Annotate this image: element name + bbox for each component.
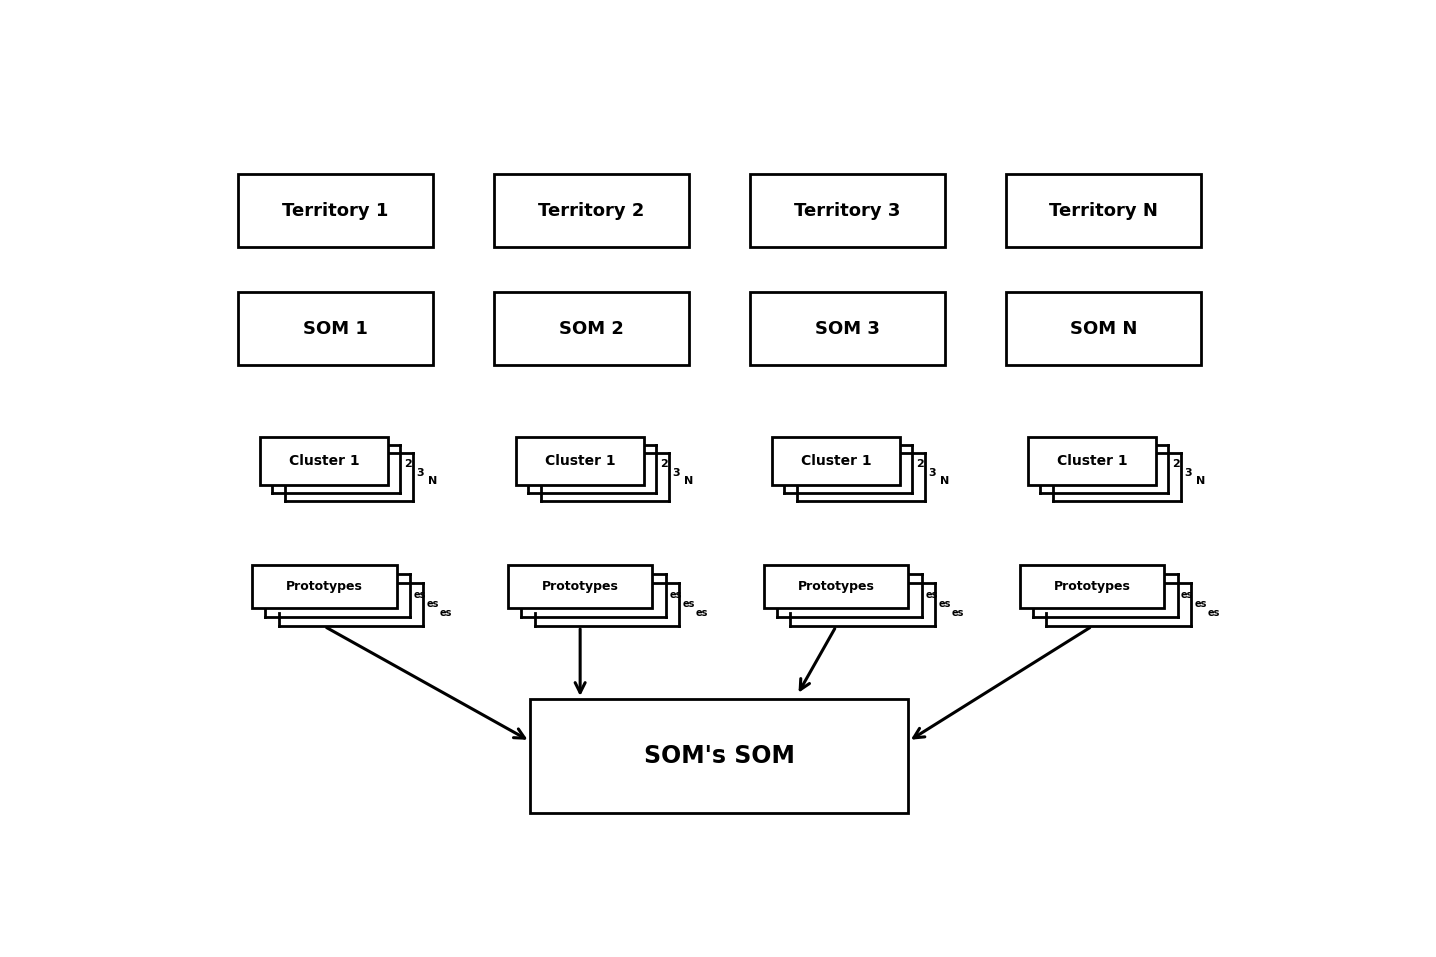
FancyBboxPatch shape	[266, 574, 409, 616]
Text: es: es	[1182, 590, 1193, 600]
Text: es: es	[952, 608, 964, 618]
FancyBboxPatch shape	[494, 292, 689, 366]
Text: es: es	[682, 599, 695, 610]
Text: Territory 3: Territory 3	[794, 202, 900, 220]
Text: es: es	[414, 590, 425, 600]
FancyBboxPatch shape	[521, 574, 666, 616]
FancyBboxPatch shape	[508, 565, 652, 608]
Text: 3: 3	[928, 468, 935, 478]
Text: SOM 2: SOM 2	[559, 320, 623, 338]
FancyBboxPatch shape	[534, 583, 679, 626]
FancyBboxPatch shape	[251, 565, 396, 608]
Text: es: es	[439, 608, 452, 618]
Text: Prototypes: Prototypes	[797, 580, 875, 593]
FancyBboxPatch shape	[1020, 565, 1165, 608]
Text: 3: 3	[1183, 468, 1192, 478]
FancyBboxPatch shape	[494, 174, 689, 248]
Text: Territory 2: Territory 2	[538, 202, 645, 220]
Text: Cluster 1: Cluster 1	[801, 455, 872, 468]
FancyBboxPatch shape	[1053, 454, 1180, 501]
FancyBboxPatch shape	[516, 437, 645, 485]
FancyBboxPatch shape	[1032, 574, 1178, 616]
Text: 3: 3	[416, 468, 424, 478]
Text: N: N	[684, 476, 694, 486]
FancyBboxPatch shape	[1005, 292, 1200, 366]
Text: SOM's SOM: SOM's SOM	[643, 744, 794, 768]
FancyBboxPatch shape	[260, 437, 388, 485]
FancyBboxPatch shape	[777, 574, 922, 616]
Text: 2: 2	[916, 459, 923, 470]
Text: es: es	[1208, 608, 1221, 618]
FancyBboxPatch shape	[528, 445, 656, 493]
FancyBboxPatch shape	[1040, 445, 1169, 493]
FancyBboxPatch shape	[1005, 174, 1200, 248]
FancyBboxPatch shape	[508, 565, 652, 608]
Text: es: es	[696, 608, 708, 618]
FancyBboxPatch shape	[279, 583, 424, 626]
Text: es: es	[925, 590, 938, 600]
FancyBboxPatch shape	[773, 437, 900, 485]
Text: es: es	[669, 590, 682, 600]
Text: Cluster 1: Cluster 1	[1057, 455, 1127, 468]
FancyBboxPatch shape	[797, 454, 925, 501]
Text: N: N	[941, 476, 949, 486]
Text: es: es	[1195, 599, 1206, 610]
Text: N: N	[428, 476, 438, 486]
FancyBboxPatch shape	[238, 292, 432, 366]
FancyBboxPatch shape	[260, 437, 388, 485]
FancyBboxPatch shape	[238, 174, 432, 248]
FancyBboxPatch shape	[764, 565, 909, 608]
FancyBboxPatch shape	[764, 565, 909, 608]
FancyBboxPatch shape	[1028, 437, 1156, 485]
Text: Territory 1: Territory 1	[281, 202, 389, 220]
FancyBboxPatch shape	[773, 437, 900, 485]
FancyBboxPatch shape	[540, 454, 669, 501]
FancyBboxPatch shape	[750, 292, 945, 366]
FancyBboxPatch shape	[273, 445, 401, 493]
Text: Prototypes: Prototypes	[1054, 580, 1130, 593]
Text: SOM 1: SOM 1	[303, 320, 368, 338]
Text: SOM N: SOM N	[1070, 320, 1137, 338]
FancyBboxPatch shape	[284, 454, 412, 501]
Text: Prototypes: Prototypes	[286, 580, 363, 593]
Text: SOM 3: SOM 3	[814, 320, 880, 338]
Text: 2: 2	[659, 459, 668, 470]
Text: N: N	[1196, 476, 1205, 486]
Text: es: es	[426, 599, 439, 610]
FancyBboxPatch shape	[251, 565, 396, 608]
FancyBboxPatch shape	[750, 174, 945, 248]
Text: Prototypes: Prototypes	[541, 580, 619, 593]
Text: es: es	[939, 599, 951, 610]
FancyBboxPatch shape	[790, 583, 935, 626]
FancyBboxPatch shape	[1028, 437, 1156, 485]
FancyBboxPatch shape	[784, 445, 912, 493]
Text: Cluster 1: Cluster 1	[289, 455, 359, 468]
Text: Cluster 1: Cluster 1	[544, 455, 616, 468]
Text: 2: 2	[1172, 459, 1179, 470]
FancyBboxPatch shape	[516, 437, 645, 485]
Text: 2: 2	[404, 459, 412, 470]
Text: Territory N: Territory N	[1048, 202, 1157, 220]
FancyBboxPatch shape	[530, 699, 909, 813]
Text: 3: 3	[672, 468, 679, 478]
FancyBboxPatch shape	[1020, 565, 1165, 608]
FancyBboxPatch shape	[1047, 583, 1190, 626]
